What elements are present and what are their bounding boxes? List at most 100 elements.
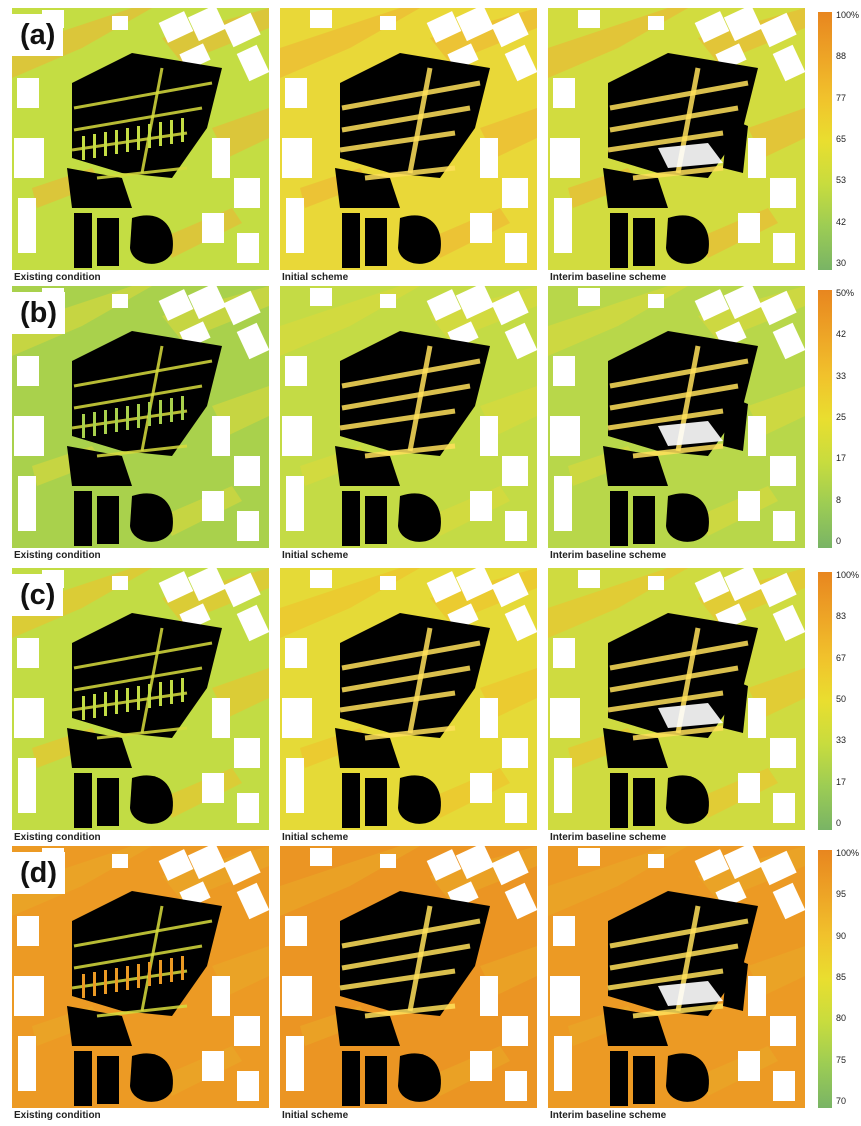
- surrounding-building: [426, 11, 462, 43]
- map-panel: [280, 568, 537, 830]
- figure-row: Existing condition Initial scheme Interim …: [0, 8, 861, 286]
- site-block: [666, 775, 709, 824]
- site-block: [67, 1006, 132, 1046]
- surrounding-building: [491, 290, 529, 326]
- surrounding-building: [723, 846, 763, 880]
- map-panel: [12, 8, 269, 270]
- surrounding-building: [748, 138, 766, 178]
- legend-tick-label: 30: [836, 258, 847, 268]
- surrounding-building: [694, 289, 730, 321]
- street: [607, 130, 724, 153]
- map-svg: [280, 846, 537, 1108]
- street: [609, 665, 739, 693]
- surrounding-building: [286, 476, 304, 531]
- street: [339, 130, 456, 153]
- surrounding-building: [17, 78, 39, 108]
- surrounding-building: [502, 178, 528, 208]
- map-svg: [548, 846, 805, 1108]
- map-panel: [12, 286, 269, 548]
- surrounding-building: [502, 456, 528, 486]
- map-svg: [12, 286, 269, 548]
- terrace-gap: [137, 686, 140, 710]
- surrounding-building: [770, 1016, 796, 1046]
- surrounding-building: [480, 138, 498, 178]
- site-block: [610, 773, 628, 828]
- legend-tick-label: 53: [836, 175, 847, 186]
- site-block: [74, 773, 92, 828]
- panel-caption: Initial scheme: [282, 832, 349, 843]
- surrounding-building: [187, 568, 227, 602]
- surrounding-building: [550, 698, 580, 738]
- surrounding-building: [17, 916, 39, 946]
- color-legend-bar: [818, 572, 832, 830]
- surrounding-building: [554, 198, 572, 253]
- terrace-gap: [93, 412, 96, 436]
- panel-caption: Initial scheme: [282, 1110, 349, 1121]
- legend-tick-label: 42: [836, 216, 847, 227]
- surrounding-building: [237, 1071, 259, 1101]
- surrounding-building: [14, 416, 44, 456]
- street: [71, 131, 188, 152]
- surrounding-building: [772, 882, 805, 920]
- color-legend-bar: [818, 290, 832, 548]
- surrounding-building: [578, 10, 600, 28]
- color-legend-bar: [818, 12, 832, 270]
- surrounding-building: [470, 773, 492, 803]
- surrounding-building: [18, 758, 36, 813]
- street: [607, 690, 724, 713]
- surrounding-building: [282, 698, 312, 738]
- legend-tick-label: 70: [836, 1096, 847, 1106]
- site-block: [723, 396, 748, 451]
- surrounding-building: [212, 976, 230, 1016]
- terrace-gap: [148, 402, 151, 426]
- surrounding-building: [491, 572, 529, 608]
- surrounding-building: [234, 178, 260, 208]
- street: [73, 106, 203, 132]
- surrounding-building: [748, 416, 766, 456]
- surrounding-building: [285, 638, 307, 668]
- surrounding-building: [212, 138, 230, 178]
- site-block: [342, 213, 360, 268]
- site-block: [97, 218, 119, 266]
- surrounding-building: [505, 511, 527, 541]
- street: [73, 944, 203, 970]
- legend-tick-label: 0: [836, 536, 842, 546]
- surrounding-building: [491, 850, 529, 886]
- surrounding-building: [504, 44, 537, 82]
- panel-caption: Interim baseline scheme: [550, 1110, 667, 1121]
- surrounding-building: [772, 604, 805, 642]
- surrounding-building: [738, 491, 760, 521]
- urban-square: [658, 421, 723, 446]
- surrounding-building: [480, 698, 498, 738]
- surrounding-building: [380, 16, 396, 30]
- terrace-gap: [93, 694, 96, 718]
- terrace-gap: [181, 678, 184, 702]
- site-block: [610, 491, 628, 546]
- site-block: [67, 728, 132, 768]
- surrounding-building: [491, 12, 529, 48]
- surrounding-building: [455, 568, 495, 602]
- surrounding-building: [234, 1016, 260, 1046]
- terrace-gap: [159, 122, 162, 146]
- street: [341, 918, 481, 949]
- surrounding-building: [554, 758, 572, 813]
- surrounding-building: [505, 793, 527, 823]
- surrounding-building: [17, 638, 39, 668]
- surrounding-building: [212, 416, 230, 456]
- street: [71, 969, 188, 990]
- map-panel: [548, 286, 805, 548]
- legend-tick-label: 0: [836, 818, 842, 828]
- surrounding-building: [112, 854, 128, 868]
- site-block: [72, 891, 222, 1016]
- street: [73, 81, 213, 110]
- figure-row: Existing condition Initial scheme Interim …: [0, 286, 861, 564]
- surrounding-building: [112, 576, 128, 590]
- terrace-gap: [170, 398, 173, 422]
- surrounding-building: [759, 572, 797, 608]
- site-block: [72, 53, 222, 178]
- site-block: [74, 213, 92, 268]
- terrace-gap: [104, 132, 107, 156]
- street: [609, 105, 739, 133]
- site-block: [666, 215, 709, 264]
- legend-tick-label: 65: [836, 134, 847, 144]
